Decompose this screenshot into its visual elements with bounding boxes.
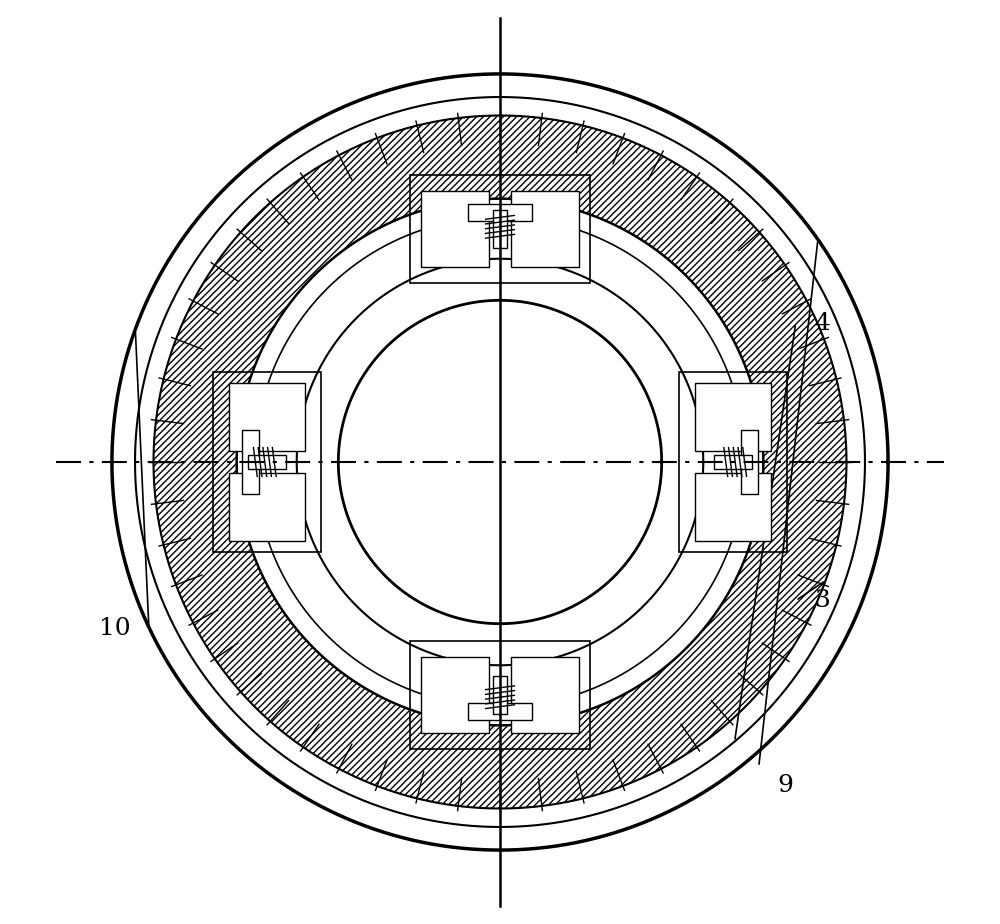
Text: 3: 3 — [814, 590, 830, 612]
Polygon shape — [421, 658, 489, 733]
Polygon shape — [695, 473, 771, 541]
Polygon shape — [695, 383, 771, 451]
Polygon shape — [511, 191, 579, 266]
Polygon shape — [493, 210, 507, 248]
Polygon shape — [421, 191, 489, 266]
Polygon shape — [229, 473, 305, 541]
Polygon shape — [242, 431, 259, 493]
Polygon shape — [468, 703, 532, 720]
Polygon shape — [714, 455, 752, 469]
Text: 9: 9 — [777, 774, 793, 796]
Polygon shape — [468, 204, 532, 221]
Text: 10: 10 — [99, 617, 130, 639]
Polygon shape — [511, 658, 579, 733]
Polygon shape — [248, 455, 286, 469]
Text: 4: 4 — [814, 312, 830, 334]
Polygon shape — [229, 383, 305, 451]
Polygon shape — [741, 431, 758, 493]
Polygon shape — [493, 676, 507, 714]
PathPatch shape — [154, 116, 846, 808]
